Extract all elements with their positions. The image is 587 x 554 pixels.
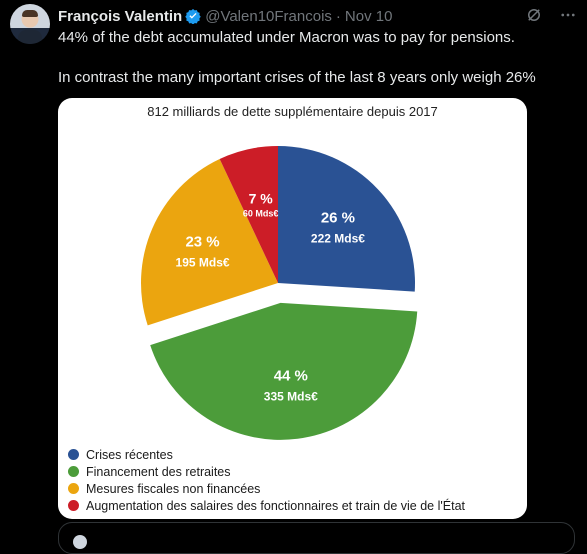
quoted-avatar [73, 535, 87, 549]
pie-slice-percent-label-3: 7 % [249, 190, 274, 206]
legend-item-2: Mesures fiscales non financées [68, 480, 465, 497]
tweet-header: François Valentin @Valen10Francois · Nov… [58, 6, 587, 26]
legend-label-3: Augmentation des salaires des fonctionna… [86, 498, 465, 513]
pie-slice-3 [219, 146, 278, 283]
chart-legend: Crises récentes Financement des retraites… [68, 446, 465, 514]
pie-slice-1 [150, 302, 418, 440]
legend-item-0: Crises récentes [68, 446, 465, 463]
legend-item-3: Augmentation des salaires des fonctionna… [68, 497, 465, 514]
pie-slice-2 [141, 159, 278, 326]
tweet-date[interactable]: Nov 10 [344, 7, 393, 25]
pie-slice-amount-label-2: 195 Mds€ [176, 255, 230, 269]
author-name[interactable]: François Valentin [58, 7, 183, 25]
separator-dot: · [335, 7, 341, 25]
pie-slice-amount-label-1: 335 Mds€ [264, 389, 318, 403]
tweet-text-line-2: In contrast the many important crises of… [58, 69, 536, 86]
pie-slice-percent-label-1: 44 % [274, 367, 308, 384]
more-icon[interactable] [559, 6, 577, 24]
legend-label-1: Financement des retraites [86, 464, 231, 479]
tweet-text-line-1: 44% of the debt accumulated under Macron… [58, 29, 515, 46]
legend-label-0: Crises récentes [86, 447, 173, 462]
legend-swatch-0 [68, 449, 79, 460]
pie-slice-0 [278, 146, 415, 292]
legend-swatch-3 [68, 500, 79, 511]
author-handle[interactable]: @Valen10Francois [205, 7, 332, 25]
legend-label-2: Mesures fiscales non financées [86, 481, 261, 496]
pie-slice-percent-label-0: 26 % [321, 210, 355, 227]
chart-title: 812 milliards de dette supplémentaire de… [147, 104, 438, 119]
pie-slice-amount-label-3: 60 Mds€ [243, 208, 279, 218]
tweet-actions-top [525, 6, 577, 24]
pie-slice-amount-label-0: 222 Mds€ [311, 232, 365, 246]
legend-item-1: Financement des retraites [68, 463, 465, 480]
quoted-tweet-peek[interactable] [58, 522, 575, 554]
pie-chart: 26 % 222 Mds€ 44 % 335 Mds€ 23 % 195 Mds€ 7 % 6… [141, 146, 418, 440]
avatar-hair [22, 10, 38, 17]
pie-slice-percent-label-2: 23 % [185, 233, 219, 250]
legend-swatch-1 [68, 466, 79, 477]
tweet-text: 44% of the debt accumulated under Macron… [58, 28, 578, 88]
verified-badge-icon [185, 9, 201, 24]
grok-icon[interactable] [525, 6, 543, 24]
avatar-suit [18, 30, 42, 44]
author-avatar[interactable] [10, 4, 50, 44]
legend-swatch-2 [68, 483, 79, 494]
tweet-image-card[interactable]: 812 milliards de dette supplémentaire de… [58, 98, 527, 519]
